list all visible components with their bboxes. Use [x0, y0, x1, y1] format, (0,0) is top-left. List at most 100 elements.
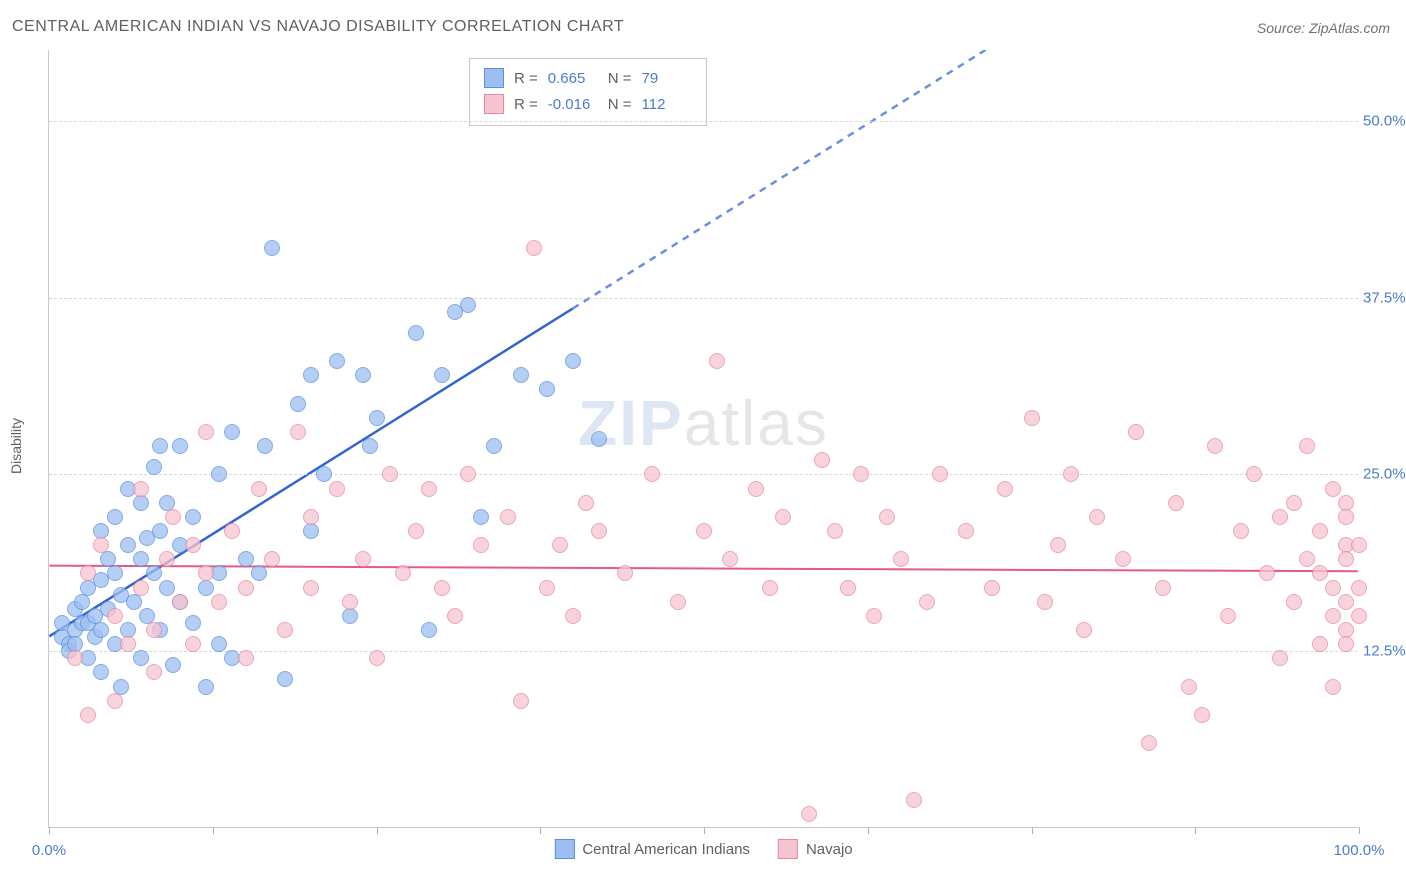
watermark: ZIPatlas	[578, 386, 829, 460]
data-point	[958, 523, 974, 539]
data-point	[290, 396, 306, 412]
legend-label-a: Central American Indians	[582, 841, 750, 858]
trend-lines	[49, 50, 1358, 827]
data-point	[552, 537, 568, 553]
correlation-row-a: R = 0.665 N = 79	[484, 65, 692, 91]
data-point	[67, 650, 83, 666]
data-point	[146, 622, 162, 638]
data-point	[565, 353, 581, 369]
correlation-row-b: R = -0.016 N = 112	[484, 91, 692, 117]
data-point	[355, 551, 371, 567]
data-point	[1181, 679, 1197, 695]
x-tick	[704, 827, 705, 834]
data-point	[762, 580, 778, 596]
data-point	[578, 495, 594, 511]
data-point	[107, 565, 123, 581]
data-point	[447, 608, 463, 624]
data-point	[211, 636, 227, 652]
data-point	[421, 622, 437, 638]
data-point	[1338, 636, 1354, 652]
data-point	[107, 693, 123, 709]
source-label: Source: ZipAtlas.com	[1257, 20, 1390, 36]
data-point	[1312, 523, 1328, 539]
data-point	[146, 565, 162, 581]
data-point	[172, 438, 188, 454]
data-point	[906, 792, 922, 808]
data-point	[1351, 608, 1367, 624]
data-point	[238, 650, 254, 666]
data-point	[513, 367, 529, 383]
y-tick-label: 50.0%	[1363, 112, 1406, 129]
swatch-series-b	[484, 94, 504, 114]
data-point	[165, 509, 181, 525]
data-point	[460, 297, 476, 313]
legend-label-b: Navajo	[806, 841, 853, 858]
data-point	[251, 481, 267, 497]
data-point	[152, 523, 168, 539]
data-point	[107, 509, 123, 525]
data-point	[722, 551, 738, 567]
data-point	[152, 438, 168, 454]
data-point	[1338, 509, 1354, 525]
data-point	[1325, 608, 1341, 624]
data-point	[185, 636, 201, 652]
x-tick	[868, 827, 869, 834]
data-point	[1272, 509, 1288, 525]
data-point	[1076, 622, 1092, 638]
data-point	[1063, 466, 1079, 482]
n-value-a: 79	[642, 70, 692, 87]
data-point	[1272, 650, 1288, 666]
data-point	[893, 551, 909, 567]
data-point	[565, 608, 581, 624]
n-value-b: 112	[642, 96, 692, 113]
data-point	[1037, 594, 1053, 610]
data-point	[238, 551, 254, 567]
y-axis-label: Disability	[8, 418, 24, 474]
data-point	[709, 353, 725, 369]
data-point	[1351, 537, 1367, 553]
data-point	[827, 523, 843, 539]
data-point	[591, 523, 607, 539]
data-point	[853, 466, 869, 482]
data-point	[1259, 565, 1275, 581]
data-point	[303, 367, 319, 383]
data-point	[382, 466, 398, 482]
r-value-b: -0.016	[548, 96, 598, 113]
data-point	[1220, 608, 1236, 624]
data-point	[316, 466, 332, 482]
swatch-series-a	[484, 68, 504, 88]
data-point	[1141, 735, 1157, 751]
correlation-box: R = 0.665 N = 79 R = -0.016 N = 112	[469, 58, 707, 126]
data-point	[159, 551, 175, 567]
data-point	[185, 537, 201, 553]
data-point	[172, 594, 188, 610]
data-point	[198, 565, 214, 581]
data-point	[919, 594, 935, 610]
data-point	[211, 466, 227, 482]
data-point	[303, 509, 319, 525]
data-point	[421, 481, 437, 497]
data-point	[264, 240, 280, 256]
data-point	[1024, 410, 1040, 426]
data-point	[93, 537, 109, 553]
data-point	[591, 431, 607, 447]
data-point	[303, 580, 319, 596]
data-point	[146, 459, 162, 475]
data-point	[303, 523, 319, 539]
gridline	[49, 474, 1358, 475]
legend-item-a: Central American Indians	[554, 839, 750, 859]
data-point	[1089, 509, 1105, 525]
data-point	[185, 615, 201, 631]
x-tick	[1359, 827, 1360, 834]
data-point	[801, 806, 817, 822]
data-point	[775, 509, 791, 525]
data-point	[93, 622, 109, 638]
data-point	[500, 509, 516, 525]
data-point	[369, 650, 385, 666]
data-point	[133, 481, 149, 497]
data-point	[146, 664, 162, 680]
data-point	[133, 551, 149, 567]
data-point	[1299, 438, 1315, 454]
r-value-a: 0.665	[548, 70, 598, 87]
data-point	[329, 481, 345, 497]
